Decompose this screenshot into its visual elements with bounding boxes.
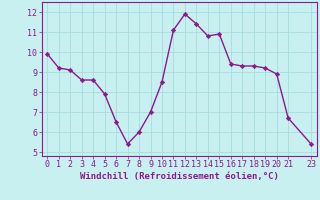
X-axis label: Windchill (Refroidissement éolien,°C): Windchill (Refroidissement éolien,°C) [80, 172, 279, 181]
